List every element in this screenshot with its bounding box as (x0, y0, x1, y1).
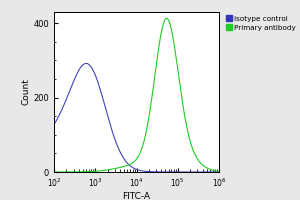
Legend: Isotype control, Primary antibody: Isotype control, Primary antibody (226, 16, 296, 31)
X-axis label: FITC-A: FITC-A (122, 192, 151, 200)
Y-axis label: Count: Count (22, 79, 31, 105)
